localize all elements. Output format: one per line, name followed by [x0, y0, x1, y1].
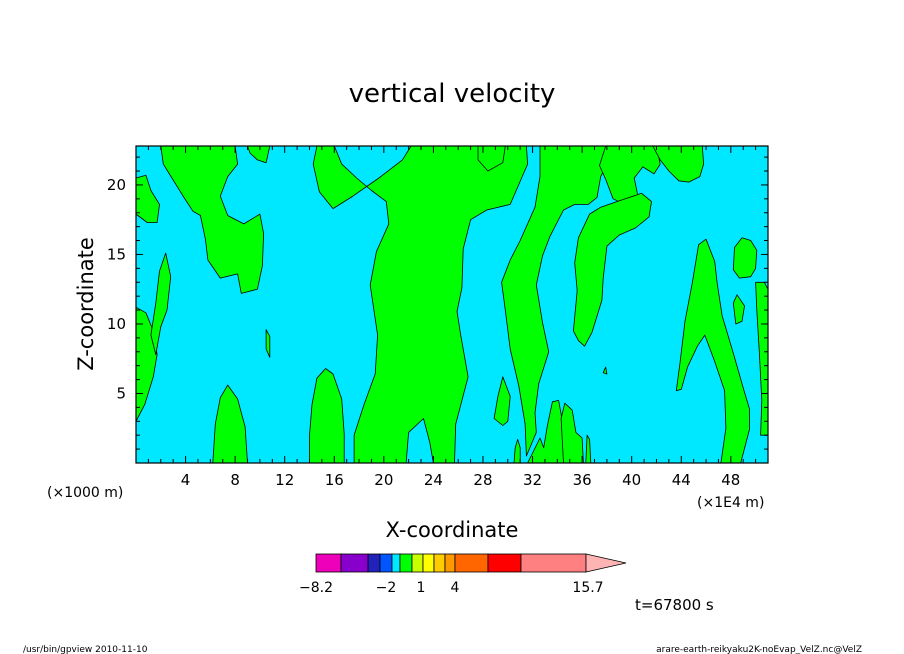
- x-tick-label: 28: [473, 471, 492, 489]
- footer-left: /usr/bin/gpview 2010-11-10: [23, 645, 148, 654]
- x-tick-label: 48: [721, 471, 740, 489]
- x-tick-label: 12: [275, 471, 294, 489]
- positive-velocity-region: [312, 146, 528, 463]
- x-unit-label: (×1000 m): [47, 485, 123, 501]
- x-tick-label: 4: [181, 471, 191, 489]
- positive-velocity-region: [585, 434, 592, 463]
- y-axis-ticks: 5 10 15 20: [107, 156, 768, 450]
- colorbar-segment: [520, 553, 587, 573]
- positive-velocity-region: [560, 402, 584, 463]
- y-tick-label: 5: [116, 384, 126, 402]
- colorbar-segment: [315, 553, 342, 573]
- colorbar-segment: [411, 553, 424, 573]
- x-axis-label: X-coordinate: [386, 518, 519, 542]
- positive-velocity-region: [136, 174, 160, 223]
- colorbar-segment: [422, 553, 435, 573]
- positive-velocity-region: [477, 146, 506, 172]
- colorbar-labels: −8.2 −2 1 4 15.7: [299, 580, 604, 596]
- colorbar-segment: [340, 553, 369, 573]
- colorbar-label: 1: [417, 580, 426, 596]
- positive-velocity-region: [573, 192, 652, 347]
- colorbar-segment: [444, 553, 456, 573]
- positive-velocity-region: [150, 252, 172, 356]
- footer-right: arare-earth-reikyaku2K-noEvap_VelZ.nc@Ve…: [656, 645, 862, 654]
- positive-velocity-region: [247, 146, 271, 164]
- colorbar-label: −2: [376, 580, 397, 596]
- colorbar-label: 15.7: [572, 580, 603, 596]
- x-tick-label: 24: [424, 471, 443, 489]
- y-tick-label: 20: [107, 176, 126, 194]
- colorbar-segment: [487, 553, 522, 573]
- colorbar-segment: [454, 553, 489, 573]
- x-axis-ticks: 4 8 12 16 20 24 28 32 36 40 44 48: [147, 146, 757, 489]
- colorbar-segment: [391, 553, 401, 573]
- colorbar-segment: [367, 553, 381, 573]
- positive-velocity-region: [212, 384, 248, 463]
- y-tick-label: 15: [107, 245, 126, 263]
- x-tick-label: 36: [573, 471, 592, 489]
- positive-velocity-region: [599, 146, 661, 208]
- colorbar-arrow: [585, 553, 627, 573]
- positive-velocity-region: [309, 368, 345, 463]
- positive-velocity-region: [493, 376, 511, 426]
- x-tick-label: 32: [523, 471, 542, 489]
- velocity-regions: [136, 146, 768, 463]
- positive-velocity-region: [652, 146, 704, 183]
- colorbar-label: 4: [451, 580, 460, 596]
- positive-velocity-region: [160, 146, 265, 294]
- positive-velocity-region: [265, 329, 271, 358]
- x-tick-label: 20: [374, 471, 393, 489]
- positive-velocity-region: [513, 438, 521, 463]
- y-tick-label: 10: [107, 315, 126, 333]
- positive-velocity-region: [501, 146, 614, 457]
- time-label: t=67800 s: [635, 596, 714, 614]
- positive-velocity-region: [602, 366, 608, 375]
- chart-title: vertical velocity: [349, 79, 556, 109]
- y-axis-label: Z-coordinate: [74, 237, 98, 371]
- colorbar-segment: [379, 553, 393, 573]
- colorbar-segment: [433, 553, 446, 573]
- colorbar: [315, 553, 627, 573]
- plot-frame: [135, 145, 769, 464]
- positive-velocity-region: [755, 281, 768, 436]
- colorbar-label: −8.2: [299, 580, 333, 596]
- positive-velocity-region: [732, 294, 745, 325]
- colorbar-segment: [399, 553, 413, 573]
- positive-velocity-region: [732, 237, 758, 279]
- x-scale-label: (×1E4 m): [697, 495, 764, 511]
- positive-velocity-region: [675, 238, 750, 463]
- x-tick-label: 44: [672, 471, 691, 489]
- x-tick-label: 40: [622, 471, 641, 489]
- x-tick-label: 8: [230, 471, 240, 489]
- x-tick-label: 16: [325, 471, 344, 489]
